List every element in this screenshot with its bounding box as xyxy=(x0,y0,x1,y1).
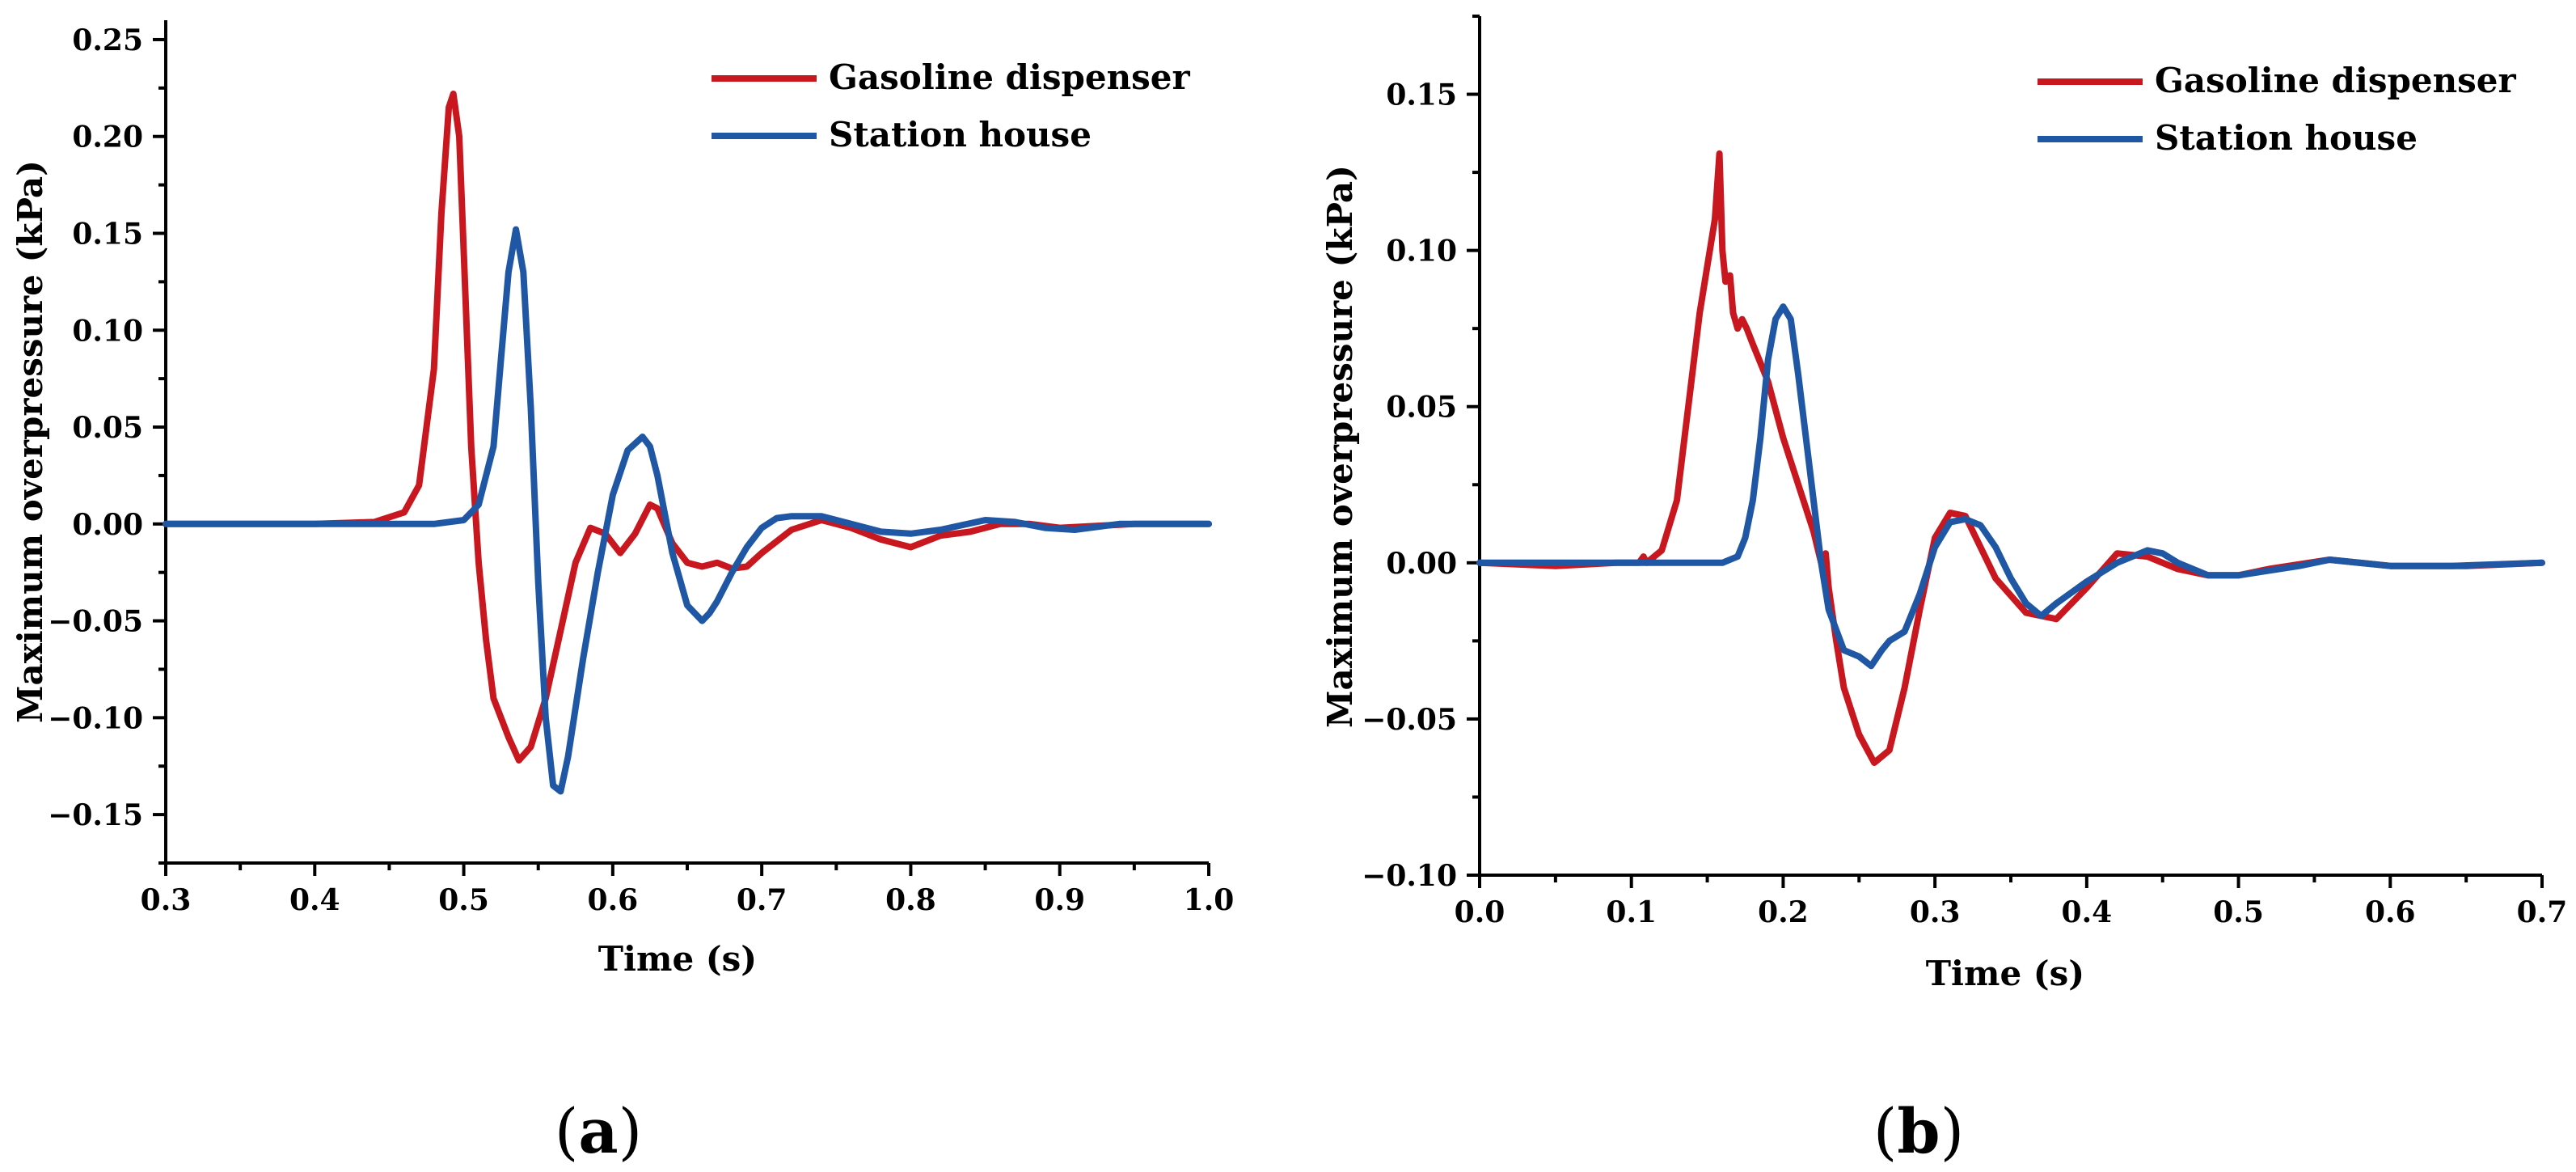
chart-panel-b: 0.0 0.1 0.2 0.3 0.4 0.5 0.6 0.7 −0.10 −0.05 0.00 0.… xyxy=(1320,15,2568,1167)
x-tick-label: 0.8 xyxy=(885,883,936,917)
legend-label-station: Station house xyxy=(2155,118,2418,158)
y-tick-label: 0.10 xyxy=(1386,235,1457,269)
legend-label-station: Station house xyxy=(829,115,1092,154)
y-tick-label: 0.20 xyxy=(72,121,143,154)
series-line-gasoline xyxy=(1476,150,2545,766)
y-tick-label: −0.10 xyxy=(1362,859,1457,893)
x-tick-label: 0.6 xyxy=(588,883,639,917)
x-tick-label: 0.3 xyxy=(1910,895,1961,929)
x-tick-label: 0.6 xyxy=(2365,895,2416,929)
x-tick-label: 0.4 xyxy=(2062,895,2113,929)
series-lines xyxy=(163,91,1212,795)
x-tick-label: 0.5 xyxy=(438,883,489,917)
series-line-station xyxy=(1476,303,2545,670)
y-tick-label: −0.10 xyxy=(48,701,143,735)
panel-letter-a: a xyxy=(578,1095,618,1167)
legend: Gasoline dispenser Station house xyxy=(712,57,1190,154)
x-tick-label: 0.4 xyxy=(289,883,340,917)
y-tick-label: 0.15 xyxy=(1386,78,1457,112)
y-tick-label: 0.05 xyxy=(1386,391,1457,425)
x-tick-label: 0.9 xyxy=(1034,883,1085,917)
legend: Gasoline dispenser Station house xyxy=(2038,61,2516,158)
x-tick-label: 0.3 xyxy=(141,883,192,917)
x-tick-label: 0.2 xyxy=(1758,895,1809,929)
panel-label-a: (a) xyxy=(555,1095,643,1167)
y-tick-label: −0.15 xyxy=(48,798,143,832)
axis-ticks: 0.3 0.4 0.5 0.6 0.7 0.8 0.9 1.0 −0.15 −0.10 −0.05 0… xyxy=(48,23,1234,917)
series-line-gasoline xyxy=(163,91,1212,764)
legend-label-gasoline: Gasoline dispenser xyxy=(829,57,1190,97)
legend-label-gasoline: Gasoline dispenser xyxy=(2155,61,2516,100)
y-tick-label: 0.10 xyxy=(72,314,143,348)
y-axis-title: Maximum overpressure (kPa) xyxy=(1320,165,1360,728)
x-tick-label: 0.5 xyxy=(2213,895,2264,929)
x-tick-label: 0.7 xyxy=(737,883,788,917)
y-axis-title: Maximum overpressure (kPa) xyxy=(11,160,50,723)
y-tick-label: 0.00 xyxy=(72,508,143,542)
y-tick-label: 0.00 xyxy=(1386,547,1457,581)
x-tick-label: 0.1 xyxy=(1606,895,1657,929)
axis-ticks: 0.0 0.1 0.2 0.3 0.4 0.5 0.6 0.7 −0.10 −0.05 0.00 0.… xyxy=(1362,15,2568,929)
y-tick-label: 0.05 xyxy=(72,411,143,445)
y-tick-label: −0.05 xyxy=(1362,703,1457,737)
y-tick-label: 0.25 xyxy=(72,23,143,57)
x-tick-label: 0.0 xyxy=(1455,895,1505,929)
x-tick-label: 1.0 xyxy=(1184,883,1235,917)
series-line-station xyxy=(163,226,1212,795)
series-lines xyxy=(1476,150,2545,766)
y-tick-label: 0.15 xyxy=(72,217,143,251)
x-tick-label: 0.7 xyxy=(2517,895,2568,929)
x-axis-title: Time (s) xyxy=(1926,954,2084,993)
y-tick-label: −0.05 xyxy=(48,605,143,639)
panel-letter-b: b xyxy=(1897,1095,1940,1167)
x-axis-title: Time (s) xyxy=(598,939,757,979)
chart-panel-a: 0.3 0.4 0.5 0.6 0.7 0.8 0.9 1.0 −0.15 −0.10 −0.05 0… xyxy=(11,20,1234,1167)
panel-label-b: (b) xyxy=(1873,1095,1964,1167)
